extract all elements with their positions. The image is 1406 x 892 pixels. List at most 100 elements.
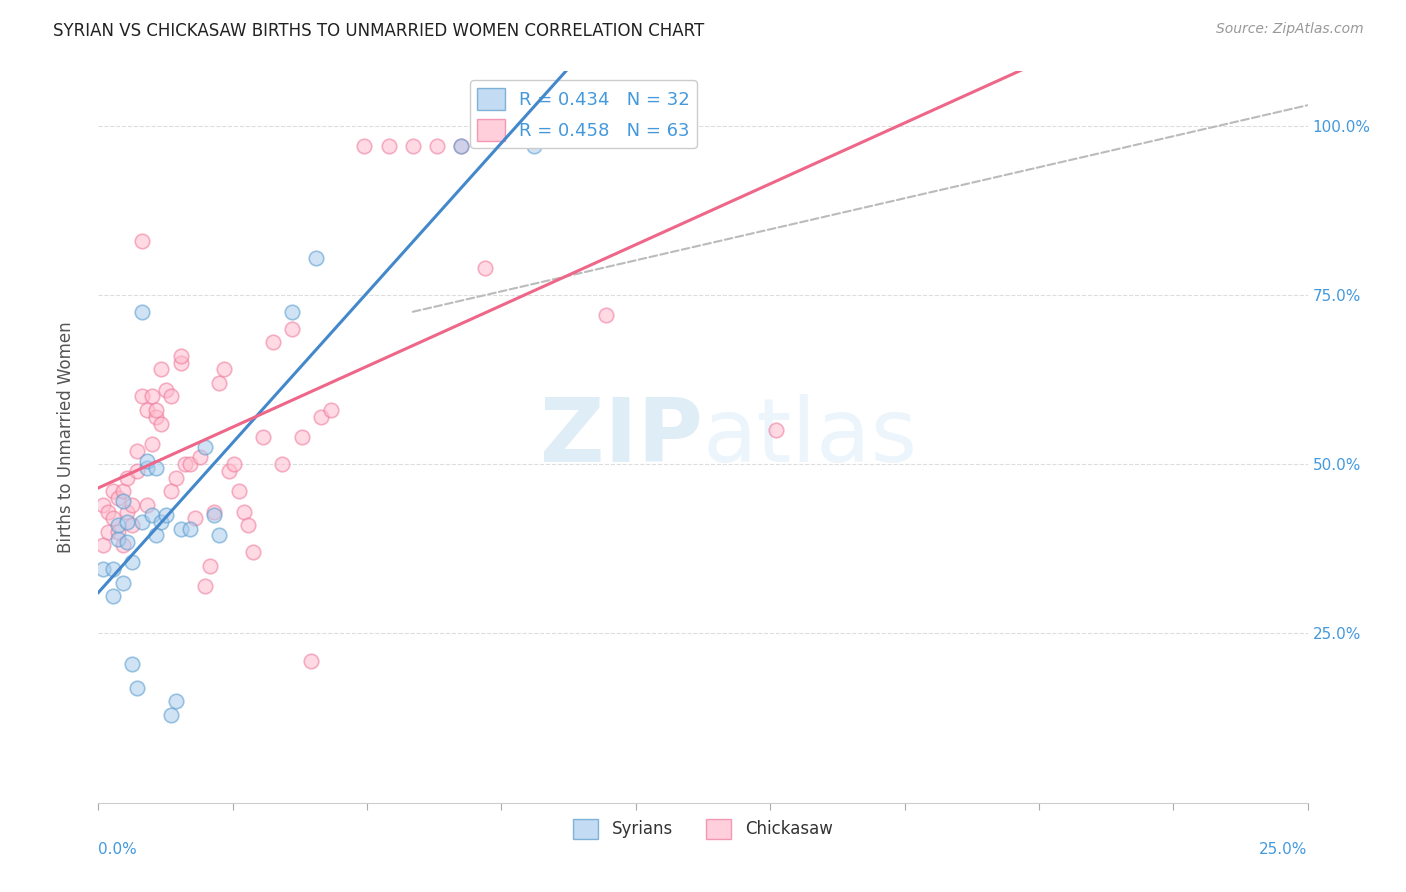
Point <box>111 494 134 508</box>
Point <box>117 505 139 519</box>
Point <box>145 460 167 475</box>
Point <box>101 589 124 603</box>
Point <box>208 376 231 390</box>
Point <box>131 305 153 319</box>
Point <box>179 457 201 471</box>
Point <box>218 464 240 478</box>
Point <box>204 505 226 519</box>
Point <box>353 139 375 153</box>
Point <box>131 234 153 248</box>
Point <box>174 457 197 471</box>
Point <box>155 508 177 522</box>
Point <box>160 707 183 722</box>
Point <box>281 305 304 319</box>
Point <box>107 524 129 539</box>
Point <box>188 450 211 465</box>
Point <box>111 538 134 552</box>
Point <box>117 535 139 549</box>
Point <box>155 383 177 397</box>
Point <box>232 505 254 519</box>
Point <box>101 511 124 525</box>
Point <box>194 440 217 454</box>
Point <box>228 484 250 499</box>
Point <box>91 562 114 576</box>
Point <box>281 322 304 336</box>
Point <box>765 423 787 437</box>
Point <box>101 484 124 499</box>
Point <box>111 575 134 590</box>
Point <box>101 562 124 576</box>
Text: 25.0%: 25.0% <box>1260 842 1308 856</box>
Point <box>135 454 157 468</box>
Point <box>305 251 328 265</box>
Text: SYRIAN VS CHICKASAW BIRTHS TO UNMARRIED WOMEN CORRELATION CHART: SYRIAN VS CHICKASAW BIRTHS TO UNMARRIED … <box>53 22 704 40</box>
Point <box>150 515 173 529</box>
Legend: Syrians, Chickasaw: Syrians, Chickasaw <box>567 812 839 846</box>
Point <box>450 139 472 153</box>
Point <box>242 545 264 559</box>
Point <box>595 308 617 322</box>
Point <box>165 694 187 708</box>
Point <box>135 403 157 417</box>
Point <box>474 260 496 275</box>
Point <box>97 524 120 539</box>
Point <box>135 498 157 512</box>
Point <box>91 538 114 552</box>
Point <box>309 409 332 424</box>
Point <box>145 409 167 424</box>
Point <box>222 457 245 471</box>
Point <box>121 657 143 671</box>
Point <box>135 460 157 475</box>
Point <box>145 403 167 417</box>
Point <box>131 389 153 403</box>
Point <box>450 139 472 153</box>
Point <box>121 498 143 512</box>
Point <box>212 362 235 376</box>
Point <box>117 471 139 485</box>
Point <box>111 484 134 499</box>
Point <box>131 515 153 529</box>
Point <box>117 515 139 529</box>
Point <box>194 579 217 593</box>
Point <box>141 508 163 522</box>
Point <box>402 139 425 153</box>
Point <box>262 335 284 350</box>
Point <box>150 362 173 376</box>
Point <box>204 508 226 522</box>
Point <box>252 430 274 444</box>
Point <box>127 443 149 458</box>
Text: Source: ZipAtlas.com: Source: ZipAtlas.com <box>1216 22 1364 37</box>
Text: 0.0%: 0.0% <box>98 842 138 856</box>
Point <box>523 139 546 153</box>
Point <box>141 437 163 451</box>
Y-axis label: Births to Unmarried Women: Births to Unmarried Women <box>56 321 75 553</box>
Point <box>107 491 129 505</box>
Point <box>179 521 201 535</box>
Point <box>319 403 342 417</box>
Point <box>169 521 191 535</box>
Text: atlas: atlas <box>703 393 918 481</box>
Point <box>208 528 231 542</box>
Point <box>145 528 167 542</box>
Point <box>121 518 143 533</box>
Text: ZIP: ZIP <box>540 393 703 481</box>
Point <box>160 389 183 403</box>
Point <box>184 511 207 525</box>
Point <box>290 430 312 444</box>
Point <box>271 457 294 471</box>
Point <box>127 681 149 695</box>
Point <box>121 555 143 569</box>
Point <box>150 417 173 431</box>
Point <box>107 518 129 533</box>
Point <box>141 389 163 403</box>
Point <box>198 558 221 573</box>
Point <box>238 518 260 533</box>
Point <box>160 484 183 499</box>
Point <box>299 654 322 668</box>
Point <box>97 505 120 519</box>
Point <box>91 498 114 512</box>
Point <box>169 349 191 363</box>
Point <box>165 471 187 485</box>
Point <box>107 532 129 546</box>
Point <box>127 464 149 478</box>
